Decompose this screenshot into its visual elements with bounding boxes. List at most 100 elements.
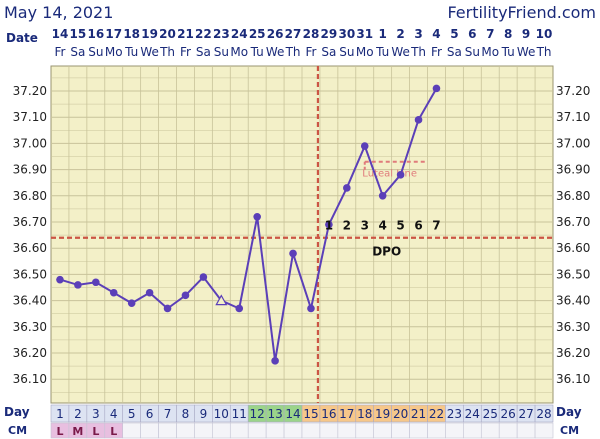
date-label: 29: [321, 27, 338, 41]
y-tick-label: 36.80: [13, 189, 47, 203]
cm-cell: [373, 422, 392, 439]
date-row-label: Date: [6, 31, 38, 45]
cm-cell: [498, 422, 518, 439]
temperature-point: [253, 212, 261, 221]
day-number: 26: [501, 407, 516, 421]
date-label: 26: [267, 27, 284, 41]
date-label: 15: [70, 27, 87, 41]
day-number: 7: [164, 407, 172, 421]
day-number: 23: [447, 407, 462, 421]
cm-cell: [265, 422, 285, 439]
day-number: 15: [303, 407, 318, 421]
y-tick-label-right: 37.20: [556, 84, 590, 98]
y-tick-label-right: 36.60: [556, 241, 590, 255]
temperature-point: [378, 192, 387, 200]
cm-cell: [229, 422, 249, 439]
day-number: 18: [357, 407, 372, 421]
temperature-point: [414, 116, 423, 124]
cm-cell: [391, 422, 410, 439]
y-tick-label-right: 36.50: [556, 267, 590, 281]
temperature-point: [343, 184, 351, 192]
cm-row-label: CM: [8, 424, 27, 437]
day-number: 28: [536, 407, 551, 421]
dpo-number: 6: [414, 219, 422, 233]
dpo-number: 2: [343, 219, 351, 233]
y-tick-label-right: 36.40: [556, 294, 590, 308]
y-tick-label-right: 37.10: [556, 110, 590, 124]
weekday-label: Th: [159, 45, 175, 59]
y-tick-label: 36.90: [13, 163, 47, 177]
dpo-number: 3: [361, 219, 369, 233]
date-label: 3: [414, 27, 422, 41]
weekday-label: Sa: [447, 45, 462, 59]
date-label: 19: [141, 27, 158, 41]
y-tick-label-right: 36.90: [556, 163, 590, 177]
dpo-label: DPO: [372, 245, 401, 259]
y-tick-label: 36.50: [13, 267, 47, 281]
date-label: 20: [159, 27, 176, 41]
day-number: 16: [321, 407, 336, 421]
cm-cell: [480, 422, 500, 439]
cm-cell: [445, 422, 464, 439]
weekday-label: Fr: [305, 45, 316, 59]
date-label: 10: [536, 27, 553, 41]
weekday-label: Tu: [501, 45, 515, 59]
y-tick-label: 36.20: [13, 346, 47, 360]
luteal-line-label: Luteal Line: [362, 169, 417, 180]
y-tick-label: 37.00: [13, 136, 47, 150]
day-number: 21: [411, 407, 426, 421]
date-label: 27: [285, 27, 302, 41]
y-tick-label: 37.10: [13, 110, 47, 124]
dpo-number: 4: [378, 219, 386, 233]
weekday-label: Tu: [250, 45, 264, 59]
day-number: 27: [518, 407, 533, 421]
cm-cell: [355, 422, 375, 439]
weekday-label: We: [391, 45, 410, 59]
weekday-label: Fr: [54, 45, 65, 59]
date-label: 14: [52, 27, 69, 41]
cm-cell: [158, 422, 177, 439]
dpo-number: 7: [432, 219, 440, 233]
date-label: 23: [213, 27, 230, 41]
grid-lines: [51, 66, 553, 403]
date-label: 8: [504, 27, 512, 41]
weekday-label: Su: [88, 45, 103, 59]
temperature-series: [56, 84, 441, 365]
weekday-label: Fr: [431, 45, 442, 59]
day-number: 24: [465, 407, 480, 421]
temperature-point: [235, 304, 244, 313]
cm-cell: [516, 422, 536, 439]
temperature-point: [56, 275, 64, 284]
cm-value: L: [92, 425, 99, 438]
day-number: 3: [92, 407, 100, 421]
weekday-label: Th: [285, 45, 301, 59]
date-label: 28: [303, 27, 320, 41]
day-number: 5: [128, 407, 136, 421]
day-number: 12: [250, 407, 265, 421]
date-label: 21: [177, 27, 194, 41]
date-label: 25: [249, 27, 266, 41]
weekday-label: Th: [410, 45, 426, 59]
date-label: 22: [195, 27, 212, 41]
y-tick-label: 36.70: [13, 215, 47, 229]
temperature-point: [145, 288, 154, 297]
cm-value: M: [72, 425, 83, 438]
date-label: 18: [123, 27, 140, 41]
date-label: 16: [87, 27, 104, 41]
cm-cell: [319, 422, 339, 439]
weekday-label: Su: [214, 45, 229, 59]
temperature-point: [92, 278, 100, 287]
cm-value: L: [110, 425, 117, 438]
weekday-label: Mo: [481, 45, 499, 59]
cm-cell: [301, 422, 321, 439]
cm-value: L: [56, 425, 63, 438]
dpo-number: 1: [325, 219, 333, 233]
day-number: 10: [214, 407, 229, 421]
date-labels: 14Fr15Sa16Su17Mo18Tu19We20Th21Fr22Sa23Su…: [52, 27, 553, 59]
y-tick-label-right: 36.30: [556, 320, 590, 334]
date-label: 30: [338, 27, 355, 41]
cm-cell: [140, 422, 159, 439]
temperature-point: [307, 304, 315, 313]
